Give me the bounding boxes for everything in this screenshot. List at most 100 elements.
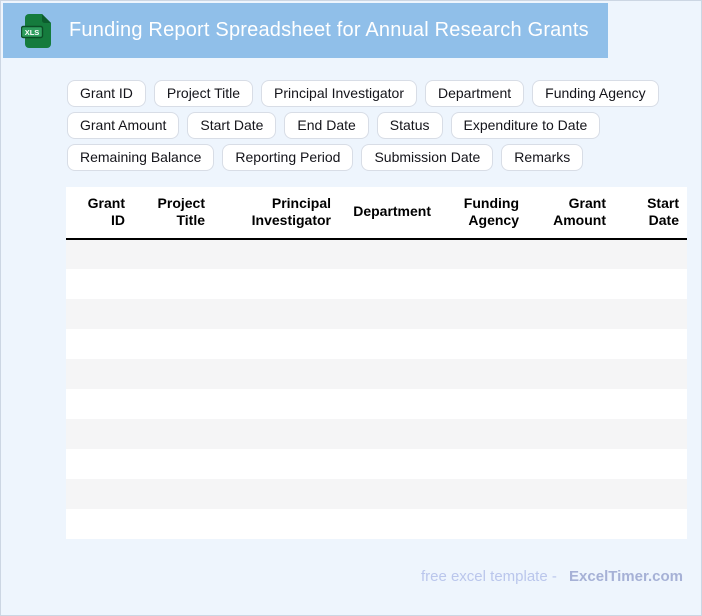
empty-cell [66, 449, 133, 479]
empty-cell [439, 389, 527, 419]
empty-cell [439, 239, 527, 269]
empty-cell [66, 389, 133, 419]
empty-cell [527, 299, 614, 329]
chip-expenditure-to-date[interactable]: Expenditure to Date [450, 112, 601, 139]
empty-cell [213, 359, 339, 389]
empty-cell [339, 509, 439, 539]
empty-cell [213, 329, 339, 359]
chip-remarks[interactable]: Remarks [501, 144, 584, 171]
table-body [66, 239, 687, 539]
footer-credit-text: free excel template - [420, 568, 557, 585]
chip-submission-date[interactable]: Submission Date [361, 144, 494, 171]
empty-cell [439, 299, 527, 329]
empty-cell [614, 359, 687, 389]
page-title: Funding Report Spreadsheet for Annual Re… [69, 19, 589, 41]
empty-cell [339, 269, 439, 299]
empty-cell [339, 389, 439, 419]
empty-cell [439, 449, 527, 479]
table-row [66, 329, 687, 359]
xls-badge-text: XLS [25, 28, 40, 37]
col-header-project-title: Project Title [133, 187, 213, 240]
empty-cell [66, 359, 133, 389]
chip-row-2: Grant Amount Start Date End Date Status … [67, 112, 687, 139]
empty-cell [614, 419, 687, 449]
empty-cell [439, 359, 527, 389]
empty-cell [133, 329, 213, 359]
empty-cell [213, 299, 339, 329]
table-row [66, 479, 687, 509]
table-row [66, 449, 687, 479]
chip-funding-agency[interactable]: Funding Agency [532, 80, 659, 107]
empty-cell [527, 389, 614, 419]
col-header-grant-amount: Grant Amount [527, 187, 614, 240]
grants-table: Grant ID Project Title Principal Investi… [66, 187, 687, 539]
empty-cell [527, 419, 614, 449]
empty-cell [133, 449, 213, 479]
table-row [66, 509, 687, 539]
chip-department[interactable]: Department [425, 80, 525, 107]
empty-cell [339, 419, 439, 449]
empty-cell [339, 359, 439, 389]
chip-reporting-period[interactable]: Reporting Period [222, 144, 354, 171]
empty-cell [527, 239, 614, 269]
empty-cell [614, 239, 687, 269]
empty-cell [439, 509, 527, 539]
empty-cell [614, 269, 687, 299]
col-header-grant-id: Grant ID [66, 187, 133, 240]
empty-cell [66, 299, 133, 329]
empty-cell [133, 389, 213, 419]
empty-cell [614, 389, 687, 419]
chip-principal-investigator[interactable]: Principal Investigator [261, 80, 417, 107]
empty-cell [213, 479, 339, 509]
empty-cell [439, 269, 527, 299]
chip-project-title[interactable]: Project Title [153, 80, 254, 107]
chip-grant-id[interactable]: Grant ID [67, 80, 146, 107]
empty-cell [527, 359, 614, 389]
empty-cell [614, 509, 687, 539]
empty-cell [66, 329, 133, 359]
empty-cell [66, 269, 133, 299]
empty-cell [213, 509, 339, 539]
empty-cell [133, 419, 213, 449]
titlebar: XLS Funding Report Spreadsheet for Annua… [3, 3, 608, 58]
table-row [66, 239, 687, 269]
empty-cell [133, 269, 213, 299]
empty-cell [439, 419, 527, 449]
empty-cell [614, 299, 687, 329]
empty-cell [339, 299, 439, 329]
chip-end-date[interactable]: End Date [284, 112, 369, 139]
chip-status[interactable]: Status [376, 112, 443, 139]
empty-cell [339, 239, 439, 269]
field-chip-list: Grant ID Project Title Principal Investi… [67, 80, 687, 176]
col-header-principal-investigator: Principal Investigator [213, 187, 339, 240]
empty-cell [213, 449, 339, 479]
empty-cell [213, 269, 339, 299]
empty-cell [614, 449, 687, 479]
empty-cell [66, 479, 133, 509]
table-header: Grant ID Project Title Principal Investi… [66, 187, 687, 240]
chip-remaining-balance[interactable]: Remaining Balance [67, 144, 215, 171]
chip-row-1: Grant ID Project Title Principal Investi… [67, 80, 687, 107]
empty-cell [439, 329, 527, 359]
table-row [66, 359, 687, 389]
empty-cell [439, 479, 527, 509]
empty-cell [339, 449, 439, 479]
empty-cell [339, 479, 439, 509]
chip-grant-amount[interactable]: Grant Amount [67, 112, 180, 139]
empty-cell [527, 509, 614, 539]
table-row [66, 269, 687, 299]
table-row [66, 419, 687, 449]
chip-start-date[interactable]: Start Date [187, 112, 277, 139]
empty-cell [527, 329, 614, 359]
empty-cell [133, 479, 213, 509]
footer-brand-link[interactable]: ExcelTimer.com [569, 568, 683, 585]
empty-cell [527, 449, 614, 479]
col-header-department: Department [339, 187, 439, 240]
footer: free excel template - ExcelTimer.com [421, 568, 683, 585]
empty-cell [66, 419, 133, 449]
empty-cell [527, 479, 614, 509]
col-header-start-date: Start Date [614, 187, 687, 240]
spreadsheet-preview: Grant ID Project Title Principal Investi… [66, 187, 687, 539]
empty-cell [66, 509, 133, 539]
